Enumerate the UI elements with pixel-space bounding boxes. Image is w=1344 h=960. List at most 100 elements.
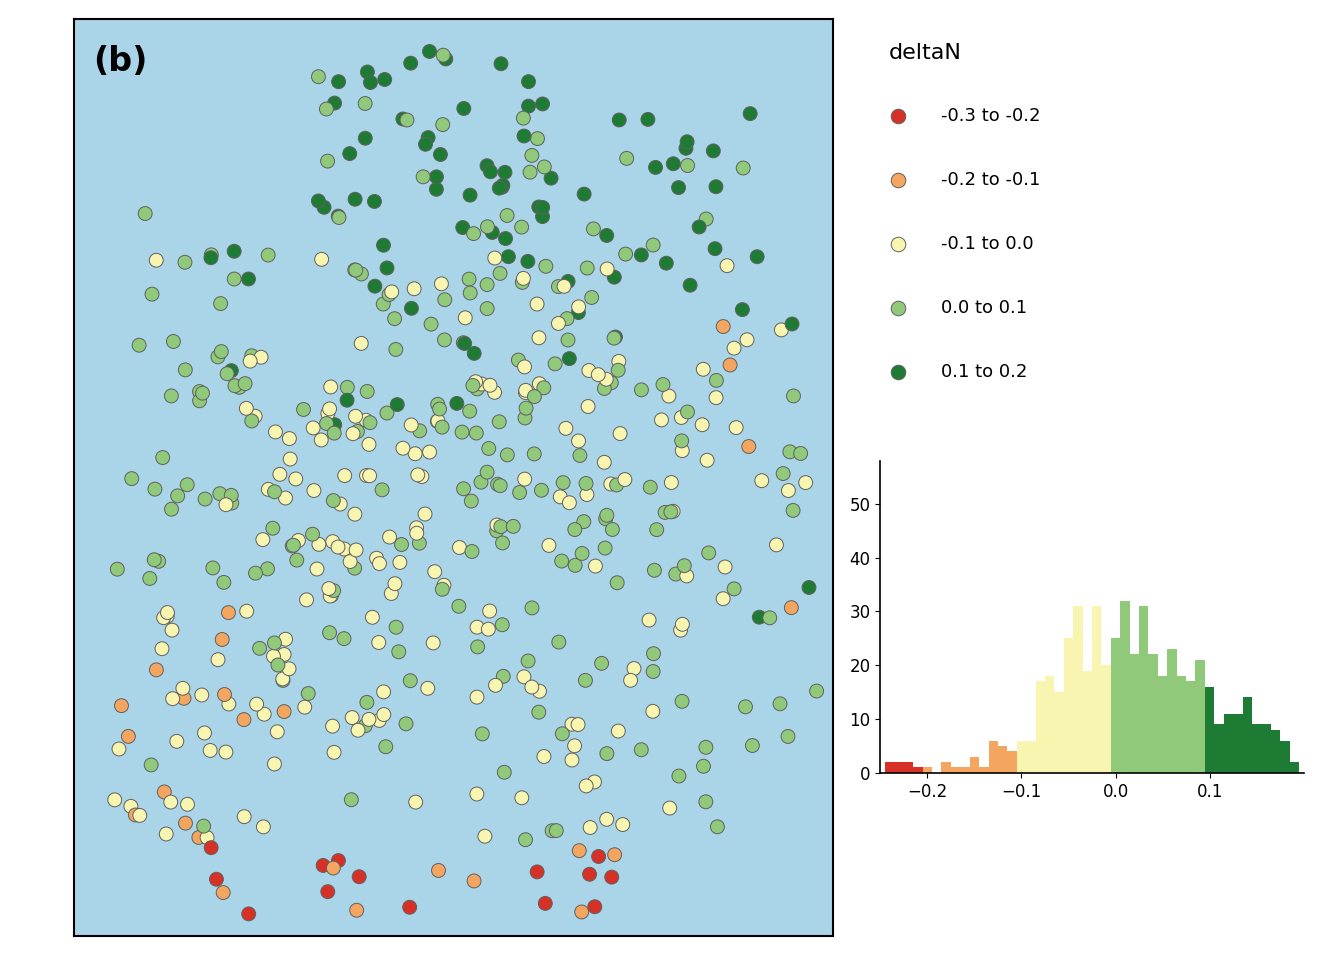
Point: [703, 143, 724, 158]
Point: [528, 376, 550, 392]
Point: [220, 495, 242, 511]
Point: [414, 506, 435, 521]
Point: [269, 467, 290, 482]
Point: [704, 241, 726, 256]
Point: [152, 641, 173, 657]
Point: [161, 501, 183, 516]
Point: [211, 344, 233, 359]
Point: [173, 690, 195, 706]
Point: [661, 475, 683, 491]
Point: [235, 400, 257, 416]
Point: [263, 636, 285, 651]
Point: [328, 208, 349, 224]
Point: [517, 253, 539, 269]
Point: [594, 540, 616, 556]
Point: [614, 247, 636, 262]
Point: [324, 425, 345, 441]
Point: [472, 726, 493, 741]
Point: [671, 694, 692, 709]
Point: [406, 525, 427, 540]
Point: [532, 200, 554, 215]
Point: [769, 696, 790, 711]
Point: [426, 181, 448, 197]
Point: [282, 538, 304, 553]
Point: [347, 423, 368, 439]
Point: [656, 255, 677, 271]
Point: [484, 251, 505, 266]
Point: [359, 468, 380, 484]
Point: [190, 393, 211, 408]
Point: [534, 159, 555, 175]
Point: [199, 743, 220, 758]
Point: [524, 389, 546, 404]
Point: [462, 226, 484, 241]
Point: [585, 559, 606, 574]
Point: [577, 260, 598, 276]
Point: [466, 619, 488, 635]
Point: [578, 363, 599, 378]
Bar: [895, 762, 903, 773]
Point: [794, 475, 816, 491]
Point: [659, 389, 680, 404]
Point: [751, 473, 773, 489]
Bar: [914, 767, 922, 773]
Point: [156, 827, 177, 842]
Bar: [1281, 740, 1290, 773]
Point: [339, 146, 360, 161]
Point: [688, 219, 710, 234]
Point: [366, 550, 387, 565]
Point: [351, 266, 372, 281]
Text: -0.2 to -0.1: -0.2 to -0.1: [941, 171, 1040, 189]
Point: [527, 297, 548, 312]
Point: [559, 495, 581, 511]
Point: [579, 867, 601, 882]
Point: [368, 635, 390, 650]
Point: [207, 349, 228, 365]
Point: [160, 794, 181, 809]
Point: [597, 746, 618, 761]
Point: [234, 712, 255, 728]
Point: [405, 446, 426, 462]
Point: [569, 300, 590, 315]
Point: [452, 220, 473, 235]
Point: [362, 610, 383, 625]
Point: [308, 69, 329, 84]
Point: [144, 482, 165, 497]
Bar: [1064, 638, 1073, 773]
Point: [569, 843, 590, 858]
Point: [109, 741, 130, 756]
Point: [594, 455, 616, 470]
Point: [481, 225, 503, 240]
Point: [562, 753, 583, 768]
Text: -0.3 to -0.2: -0.3 to -0.2: [941, 108, 1040, 125]
Point: [395, 716, 417, 732]
Point: [538, 538, 559, 553]
Point: [515, 385, 536, 400]
Point: [216, 366, 238, 381]
Point: [218, 605, 239, 620]
Point: [453, 335, 474, 350]
Point: [698, 545, 719, 561]
Point: [286, 552, 308, 567]
Point: [344, 262, 366, 277]
Point: [707, 819, 728, 834]
Text: 0.1 to 0.2: 0.1 to 0.2: [941, 363, 1027, 380]
Point: [550, 490, 571, 505]
Point: [224, 378, 246, 394]
Point: [388, 644, 410, 660]
Point: [356, 64, 378, 80]
Point: [492, 669, 513, 684]
Point: [356, 695, 378, 710]
Point: [624, 660, 645, 676]
Point: [691, 417, 712, 432]
Point: [567, 305, 589, 321]
Bar: [1130, 655, 1140, 773]
Point: [434, 332, 456, 348]
Point: [448, 599, 469, 614]
Point: [343, 426, 364, 442]
Point: [375, 739, 396, 755]
Point: [513, 359, 535, 374]
Point: [449, 540, 470, 555]
Point: [782, 388, 804, 403]
Bar: [1253, 725, 1262, 773]
